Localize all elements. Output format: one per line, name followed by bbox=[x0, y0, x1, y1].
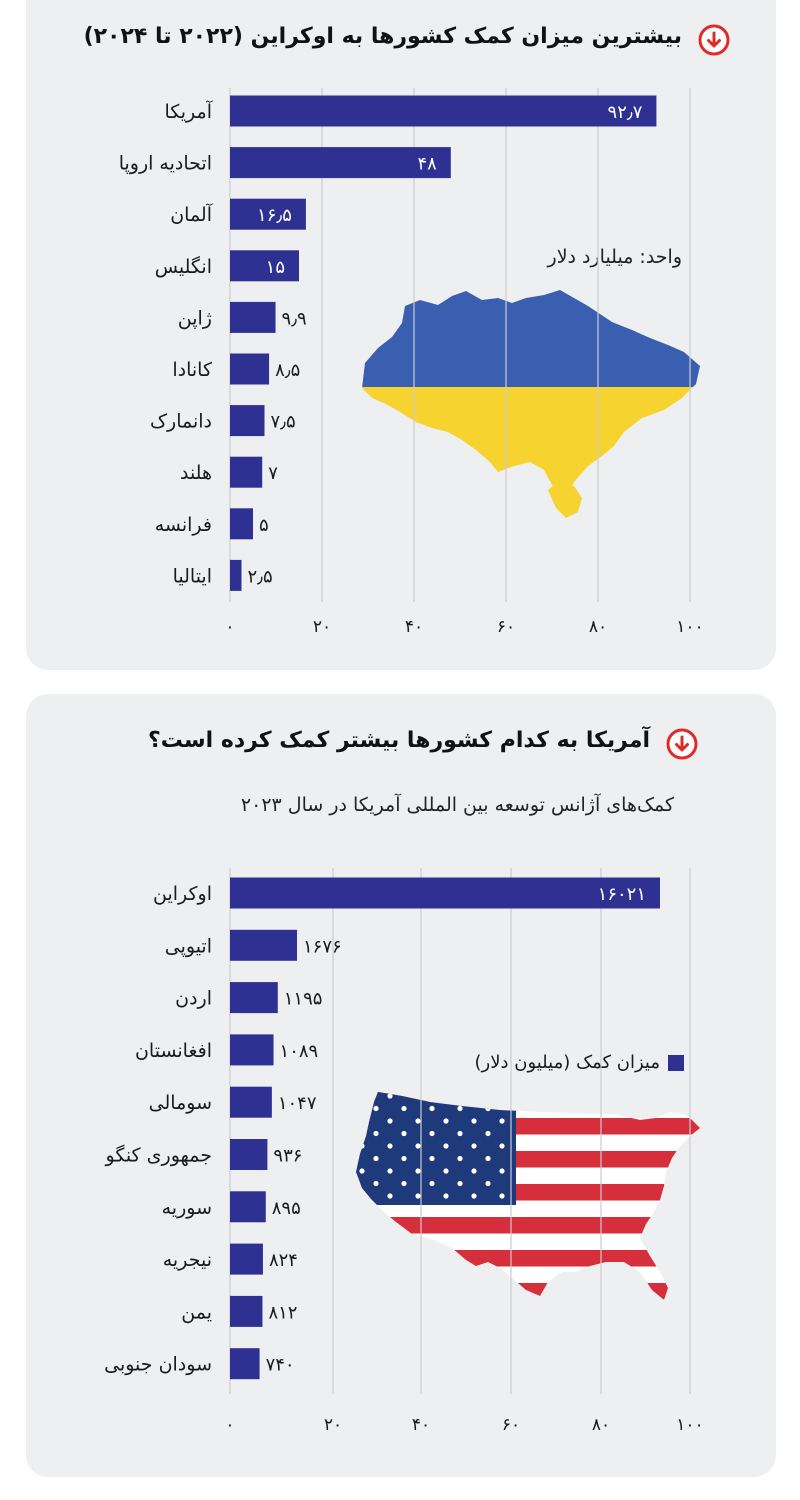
x-tick-label: ۰ bbox=[225, 1415, 234, 1435]
x-tick-label: ۶۰ bbox=[497, 617, 515, 637]
value-label: ۵ bbox=[259, 515, 269, 536]
bar bbox=[230, 1295, 263, 1327]
legend-label: میزان کمک (میلیون دلار) bbox=[474, 1052, 660, 1073]
value-label: ۱۱۹۵ bbox=[284, 989, 323, 1010]
bar bbox=[230, 405, 265, 437]
category-label: سوریه bbox=[162, 1197, 212, 1219]
category-label: اوکراین bbox=[153, 883, 212, 905]
bar bbox=[230, 1086, 272, 1118]
category-label: کانادا bbox=[172, 359, 213, 381]
category-label: ایتالیا bbox=[173, 565, 212, 587]
category-label: نیجریه bbox=[163, 1249, 212, 1271]
bar bbox=[230, 1348, 260, 1380]
category-label: اتحادیه اروپا bbox=[119, 153, 212, 175]
value-label: ۱۰۴۷ bbox=[278, 1093, 317, 1114]
x-tick-label: ۴۰ bbox=[412, 1415, 430, 1435]
category-label: جمهوری کنگو bbox=[105, 1144, 212, 1167]
value-label: ۹۳۶ bbox=[273, 1146, 302, 1167]
category-label: سومالی bbox=[149, 1092, 212, 1114]
arrow-down-circle-icon[interactable] bbox=[698, 24, 730, 56]
value-label: ۲٫۵ bbox=[248, 566, 273, 587]
category-label: افغانستان bbox=[135, 1040, 212, 1062]
arrow-down-circle-icon[interactable] bbox=[666, 728, 698, 760]
bar bbox=[230, 1034, 274, 1066]
value-label: ۴۸ bbox=[417, 154, 437, 175]
x-tick-label: ۰ bbox=[225, 617, 234, 637]
value-label: ۸۱۲ bbox=[268, 1302, 297, 1323]
value-label: ۷۴۰ bbox=[266, 1355, 295, 1376]
category-label: اردن bbox=[175, 988, 212, 1010]
category-label: آلمان bbox=[170, 202, 213, 226]
category-label: آمریکا bbox=[164, 99, 212, 123]
category-label: ژاپن bbox=[178, 307, 212, 329]
chart-panel-usaid bbox=[26, 694, 776, 1477]
bar bbox=[230, 1191, 266, 1223]
bar bbox=[230, 250, 299, 282]
legend-swatch bbox=[668, 1055, 684, 1071]
value-label: ۸۲۴ bbox=[269, 1250, 298, 1271]
bar bbox=[230, 95, 657, 127]
x-tick-label: ۸۰ bbox=[589, 617, 607, 637]
bar bbox=[230, 147, 451, 179]
value-label: ۷٫۵ bbox=[271, 412, 296, 433]
value-label: ۱۰۸۹ bbox=[280, 1041, 319, 1062]
category-label: سودان جنوبی bbox=[104, 1354, 212, 1376]
value-label: ۱۶۰۲۱ bbox=[598, 884, 646, 905]
x-tick-label: ۱۰۰ bbox=[676, 617, 703, 637]
value-label: ۱۶٫۵ bbox=[257, 205, 292, 226]
x-tick-label: ۴۰ bbox=[405, 617, 423, 637]
bar bbox=[230, 198, 306, 230]
bar bbox=[230, 1139, 268, 1170]
category-label: انگلیس bbox=[155, 255, 212, 278]
chart-title: بیشترین میزان کمک کشورها به اوکراین (۲۰۲… bbox=[83, 24, 682, 49]
chart-title: آمریکا به کدام کشورها بیشتر کمک کرده است… bbox=[147, 728, 650, 753]
bar bbox=[230, 1243, 263, 1275]
x-tick-label: ۸۰ bbox=[592, 1415, 610, 1435]
category-label: هلند bbox=[180, 462, 212, 484]
category-label: دانمارک bbox=[150, 411, 212, 433]
usa-flag-map-icon bbox=[356, 1092, 700, 1300]
x-tick-label: ۲۰ bbox=[324, 1415, 342, 1435]
value-label: ۹٫۹ bbox=[282, 308, 307, 329]
x-tick-label: ۱۰۰ bbox=[676, 1415, 703, 1435]
bar bbox=[230, 929, 297, 961]
value-label: ۸۹۵ bbox=[272, 1198, 301, 1219]
bar bbox=[230, 982, 278, 1014]
legend: میزان کمک (میلیون دلار) bbox=[475, 1052, 684, 1073]
bar bbox=[230, 353, 270, 385]
category-label: اتیوپی bbox=[165, 935, 212, 957]
category-label: فرانسه bbox=[155, 514, 212, 536]
value-label: ۷ bbox=[268, 463, 278, 484]
value-label: ۸٫۵ bbox=[275, 360, 300, 381]
unit-note: واحد: میلیارد دلار bbox=[547, 246, 682, 268]
x-tick-label: ۶۰ bbox=[502, 1415, 520, 1435]
chart-subtitle: کمک‌های آژانس توسعه بین المللی آمریکا در… bbox=[240, 794, 674, 816]
bar bbox=[230, 559, 242, 591]
bar bbox=[230, 508, 253, 540]
value-label: ۱۵ bbox=[266, 257, 285, 278]
value-label: ۹۲٫۷ bbox=[608, 102, 643, 123]
x-tick-label: ۲۰ bbox=[313, 617, 331, 637]
value-label: ۱۶۷۶ bbox=[303, 936, 342, 957]
bar bbox=[230, 301, 276, 333]
bar bbox=[230, 456, 263, 488]
category-label: یمن bbox=[181, 1301, 212, 1323]
bar bbox=[230, 877, 660, 909]
bar-chart-ukraine-aid: ۰ ۲۰ ۴۰ ۶۰ ۸۰ ۱۰۰ آمریکا ۹۲٫۷ اتحادیه اروپا ۴۸ آلم… bbox=[119, 88, 704, 637]
